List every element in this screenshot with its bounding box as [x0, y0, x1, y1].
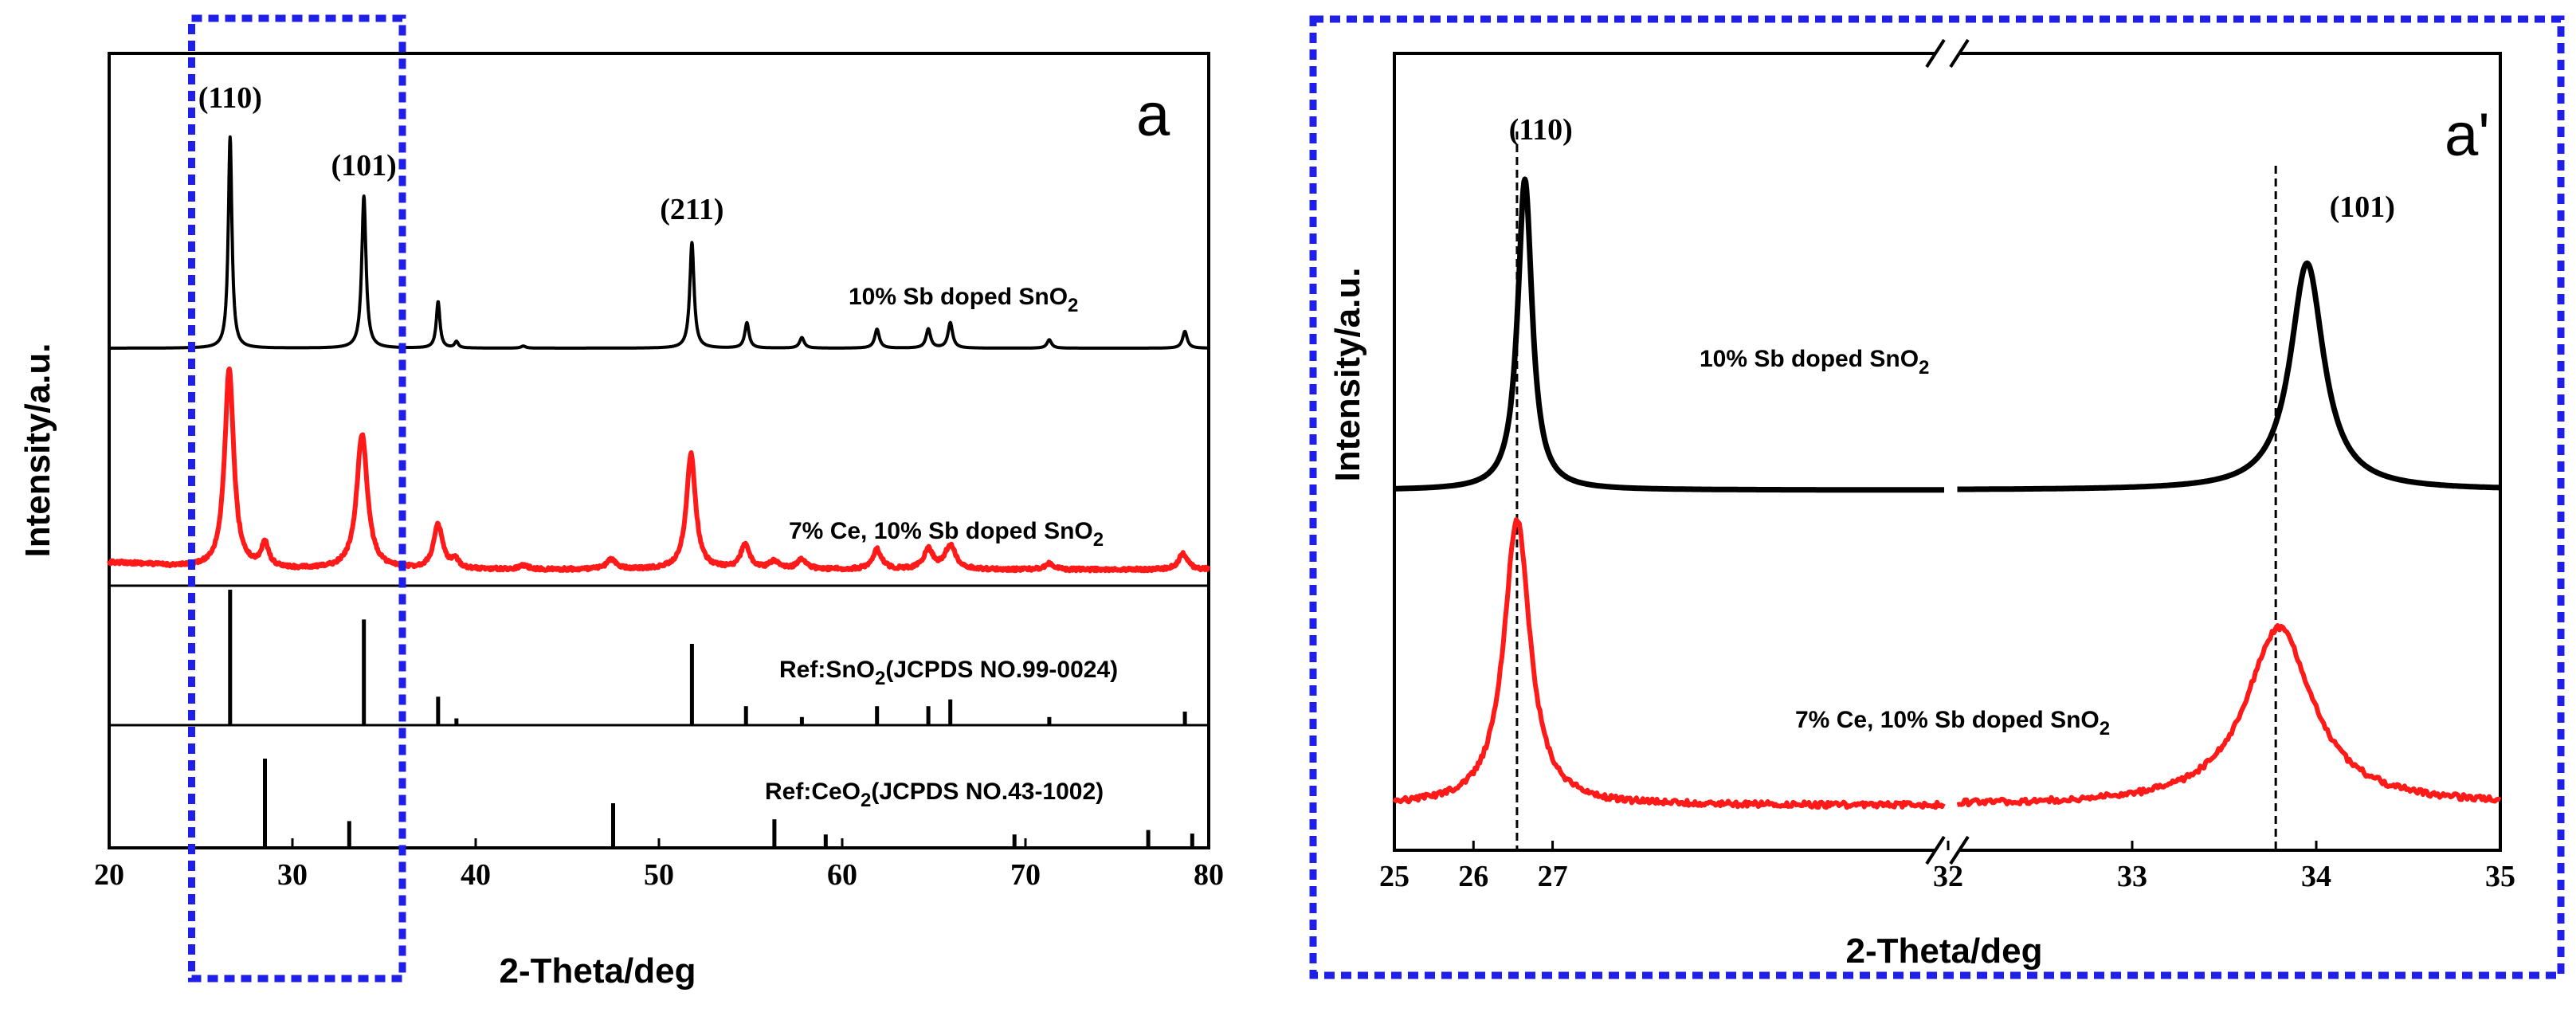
panel-a-x-tick-label: 20 — [94, 858, 124, 892]
panel-a: (110) (101) (211) 10% Sb doped SnO2 7% C… — [18, 14, 1224, 991]
panel-a-x-tick-label: 70 — [1010, 858, 1041, 892]
panel-a-x-axis-label: 2-Theta/deg — [500, 951, 696, 991]
panel-a-series-label-ce-sb-doped: 7% Ce, 10% Sb doped SnO2 — [789, 518, 1104, 551]
panel-a-x-tick-label: 30 — [277, 858, 308, 892]
panel-a-peak-label-211: (211) — [660, 193, 723, 226]
panel-a-prime-x-ticks: 25 26 27 32 33 34 35 — [1379, 841, 2515, 893]
panel-a-peak-labels: (110) (101) (211) — [198, 81, 724, 226]
panel-a-prime-x-axis-label: 2-Theta/deg — [1846, 932, 2043, 971]
panel-a-series-sb-doped — [108, 135, 1210, 350]
panel-a-prime-peak-label-110: (110) — [1509, 113, 1573, 147]
panel-a-series — [107, 135, 1211, 574]
panel-a-prime-series-sb-doped-left — [1392, 176, 1947, 493]
panel-a-y-axis-label: Intensity/a.u. — [18, 343, 57, 558]
panel-a-prime-axis-break-mark-bottom-2 — [1949, 835, 1970, 865]
panel-a-ref-ceo2-sticks — [263, 759, 1194, 848]
panel-a-series-ce-sb-doped — [107, 366, 1211, 574]
panel-a-x-tick-label: 80 — [1194, 858, 1224, 892]
panel-a-prime-x-tick-label: 26 — [1458, 860, 1488, 893]
panel-a-prime-x-tick-label: 25 — [1379, 860, 1410, 893]
panel-a-prime-x-tick-label: 33 — [2117, 860, 2147, 893]
panel-a-prime-highlight-box — [1309, 15, 2565, 979]
panel-a-ref-label-sno2: Ref:SnO2(JCPDS NO.99-0024) — [779, 657, 1118, 689]
panel-a-prime-series-label-ce-sb-doped: 7% Ce, 10% Sb doped SnO2 — [1795, 707, 2110, 739]
panel-a-letter: a — [1136, 81, 1170, 149]
panel-a-prime-axis-break-mark-bottom-1 — [1925, 835, 1946, 865]
panel-a-prime-axis-break-mark-top-2 — [1949, 38, 1970, 69]
panel-a-prime-reference-lines — [1515, 131, 2277, 850]
panel-a-prime-letter: a' — [2445, 101, 2490, 169]
panel-a-x-tick-label: 40 — [461, 858, 491, 892]
panel-a-highlight-box — [188, 14, 406, 983]
panel-a-prime-x-tick-label: 34 — [2301, 860, 2331, 893]
panel-a-ref-sno2-sticks — [228, 590, 1187, 725]
panel-a-prime-x-tick-label: 32 — [1933, 860, 1963, 893]
panel-a-prime-x-tick-label: 27 — [1538, 860, 1568, 893]
panel-a-prime-axis-break-mark-top-1 — [1925, 38, 1946, 69]
panel-a-ref-label-ceo2: Ref:CeO2(JCPDS NO.43-1002) — [765, 779, 1104, 811]
panel-a-prime-series — [1392, 176, 2503, 810]
panel-a-prime-series-sb-doped-right — [1955, 260, 2503, 492]
panel-a-x-tick-label: 50 — [644, 858, 674, 892]
panel-a-prime-series-ce-sb-doped-right — [1956, 623, 2502, 808]
panel-a-x-tick-label: 60 — [827, 858, 857, 892]
panel-a-peak-label-101: (101) — [331, 149, 397, 182]
panel-a-prime-series-label-sb-doped: 10% Sb doped SnO2 — [1700, 346, 1929, 379]
panel-a-prime: (110) (101) 10% Sb doped SnO2 7% Ce, 10%… — [1309, 15, 2565, 979]
panel-a-prime-peak-label-101: (101) — [2330, 190, 2395, 224]
panel-a-prime-x-tick-label: 35 — [2485, 860, 2515, 893]
panel-a-prime-series-ce-sb-doped-left — [1392, 517, 1946, 810]
panel-a-plot-frame — [108, 52, 1210, 849]
panel-a-prime-y-axis-label: Intensity/a.u. — [1328, 268, 1367, 482]
panel-a-series-label-sb-doped: 10% Sb doped SnO2 — [849, 284, 1078, 316]
panel-a-x-ticks: 20 30 40 50 60 70 80 — [94, 838, 1224, 892]
panel-a-peak-label-110: (110) — [198, 81, 262, 115]
